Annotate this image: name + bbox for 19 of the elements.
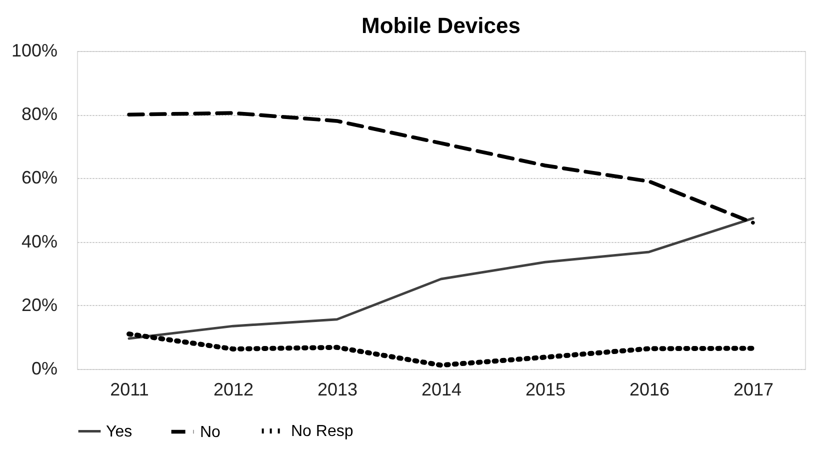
y-tick-label: 60% bbox=[21, 168, 58, 188]
chart-title: Mobile Devices bbox=[362, 13, 520, 38]
x-tick-label: 2015 bbox=[525, 380, 566, 400]
y-tick-label: 0% bbox=[31, 358, 58, 378]
x-tick-label: 2011 bbox=[110, 380, 149, 400]
x-tick-label: 2012 bbox=[213, 380, 254, 400]
x-tick-label: 2013 bbox=[317, 380, 358, 400]
line-series bbox=[128, 217, 754, 340]
legend-label: No Resp bbox=[291, 423, 354, 440]
y-tick-label: 40% bbox=[21, 231, 58, 252]
legend-label: Yes bbox=[106, 423, 132, 440]
x-tick-label: 2016 bbox=[629, 380, 670, 400]
line-series bbox=[127, 111, 755, 225]
x-tick-label: 2017 bbox=[733, 380, 774, 400]
y-tick-label: 20% bbox=[21, 294, 58, 315]
y-tick-label: 100% bbox=[11, 40, 58, 60]
y-tick-label: 80% bbox=[21, 104, 58, 124]
x-tick-label: 2014 bbox=[421, 380, 462, 400]
legend-label: No bbox=[200, 424, 221, 441]
